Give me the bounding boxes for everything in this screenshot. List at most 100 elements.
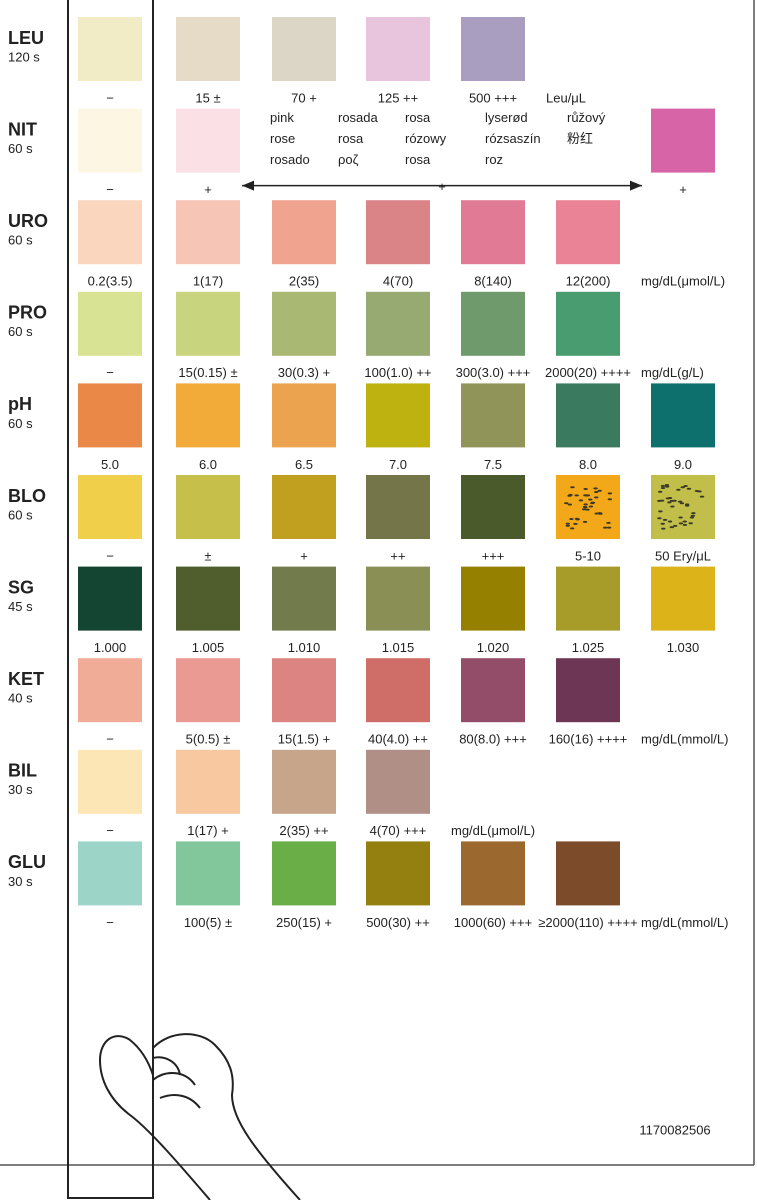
translation: lyserød — [485, 110, 528, 125]
test-strip — [67, 0, 154, 1199]
speckle — [658, 510, 663, 513]
swatch-label: 1.025 — [572, 640, 605, 655]
speckle — [678, 516, 683, 519]
speckle — [686, 487, 692, 490]
swatch-label: 1(17) + — [187, 823, 229, 838]
unit-label: mg/dL(mmol/L) — [641, 732, 728, 747]
color-swatch — [176, 566, 240, 631]
swatch-label: − — [106, 732, 114, 747]
speckle — [662, 518, 668, 521]
swatch-label: 9.0 — [674, 457, 692, 472]
swatch-label: 6.5 — [295, 457, 313, 472]
translation: rosado — [270, 152, 310, 167]
speckle — [667, 520, 673, 523]
speckle — [689, 516, 695, 519]
color-swatch — [651, 108, 715, 173]
swatch-label: 40(4.0) ++ — [368, 732, 428, 747]
color-swatch — [176, 841, 240, 906]
color-swatch — [272, 566, 336, 631]
speckle — [682, 520, 687, 523]
color-swatch — [366, 841, 430, 906]
speckle — [593, 487, 598, 490]
speckle — [678, 522, 684, 525]
speckle — [578, 499, 584, 502]
swatch-label: 125 ++ — [378, 90, 419, 105]
speckle — [659, 499, 665, 502]
speckle — [570, 486, 575, 489]
color-swatch — [78, 566, 142, 631]
swatch-label: − — [106, 90, 114, 105]
color-swatch — [176, 749, 240, 814]
speckle — [597, 489, 602, 492]
swatch-label: 1(17) — [193, 274, 223, 289]
swatch-label: 300(3.0) +++ — [456, 365, 531, 380]
color-swatch — [461, 566, 525, 631]
swatch-label: +++ — [482, 548, 505, 563]
translation: roz — [485, 152, 503, 167]
unit-label: mg/dL(μmol/L) — [451, 823, 535, 838]
color-swatch — [78, 475, 142, 539]
color-swatch — [366, 658, 430, 723]
swatch-label: 15(1.5) + — [278, 732, 330, 747]
color-swatch — [176, 475, 240, 539]
color-swatch — [651, 566, 715, 631]
speckle — [564, 502, 569, 505]
row-time: 40 s — [8, 691, 33, 706]
swatch-label: 80(8.0) +++ — [459, 732, 527, 747]
swatch-label: 4(70) — [383, 274, 413, 289]
hand-illustration — [98, 1033, 301, 1200]
row-code: LEU — [8, 28, 44, 48]
swatch-label: ++ — [390, 548, 405, 563]
swatch-label: 2000(20) ++++ — [545, 365, 631, 380]
speckle — [565, 524, 571, 527]
color-swatch — [78, 841, 142, 906]
unit-label: mg/dL(mmol/L) — [641, 915, 728, 930]
speckle — [597, 512, 603, 515]
speckle — [594, 490, 599, 493]
row-code: BIL — [8, 761, 37, 781]
color-swatch — [461, 383, 525, 448]
color-swatch — [461, 200, 525, 265]
color-swatch — [556, 383, 620, 448]
row-code: pH — [8, 394, 32, 414]
speckle — [699, 495, 705, 498]
speckle — [676, 488, 681, 491]
row-code: KET — [8, 669, 44, 689]
row-time: 30 s — [8, 874, 33, 889]
speckle — [683, 485, 688, 488]
swatch-label: 8(140) — [474, 274, 512, 289]
speckle — [582, 505, 588, 508]
color-swatch — [556, 658, 620, 723]
swatch-label: 2(35) ++ — [279, 823, 328, 838]
speckle — [660, 487, 666, 490]
color-swatch — [78, 17, 142, 81]
speckle — [567, 503, 572, 506]
speckle — [669, 526, 675, 529]
color-swatch — [461, 841, 525, 906]
speckle — [607, 492, 613, 495]
speckle — [690, 514, 696, 517]
row-time: 45 s — [8, 599, 33, 614]
speckle — [677, 500, 683, 503]
color-swatch — [556, 475, 620, 539]
color-swatch — [366, 566, 430, 631]
swatch-label: 250(15) + — [276, 915, 332, 930]
speckle — [691, 512, 696, 515]
speckle — [670, 505, 675, 508]
swatch-label: ≥2000(110) ++++ — [538, 915, 637, 930]
row-code: URO — [8, 211, 48, 231]
color-swatch — [176, 383, 240, 448]
row-time: 60 s — [8, 507, 33, 522]
speckle — [584, 494, 589, 497]
color-swatch — [556, 291, 620, 356]
swatch-label: 12(200) — [566, 274, 611, 289]
translation: rózsaszín — [485, 131, 541, 146]
speckle — [594, 496, 599, 499]
translation: ροζ — [338, 152, 359, 167]
translation: růžový — [567, 110, 606, 125]
translation: rosa — [405, 110, 431, 125]
speckle — [657, 517, 662, 520]
speckle — [569, 518, 574, 521]
color-swatch — [366, 291, 430, 356]
swatch-label: 5.0 — [101, 457, 119, 472]
